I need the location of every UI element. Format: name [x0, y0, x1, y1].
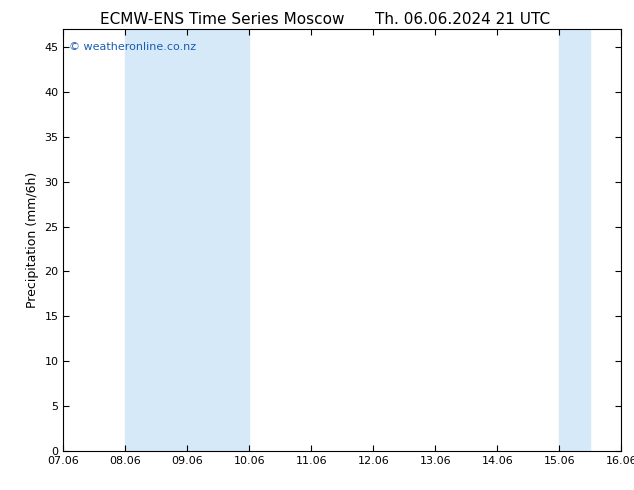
Bar [188, 29, 249, 451]
Text: ECMW-ENS Time Series Moscow: ECMW-ENS Time Series Moscow [100, 12, 344, 27]
Text: Th. 06.06.2024 21 UTC: Th. 06.06.2024 21 UTC [375, 12, 550, 27]
Text: © weatheronline.co.nz: © weatheronline.co.nz [69, 42, 196, 52]
Y-axis label: Precipitation (mm/6h): Precipitation (mm/6h) [26, 172, 39, 308]
Bar [126, 29, 188, 451]
Bar [559, 29, 590, 451]
Bar [621, 29, 634, 451]
